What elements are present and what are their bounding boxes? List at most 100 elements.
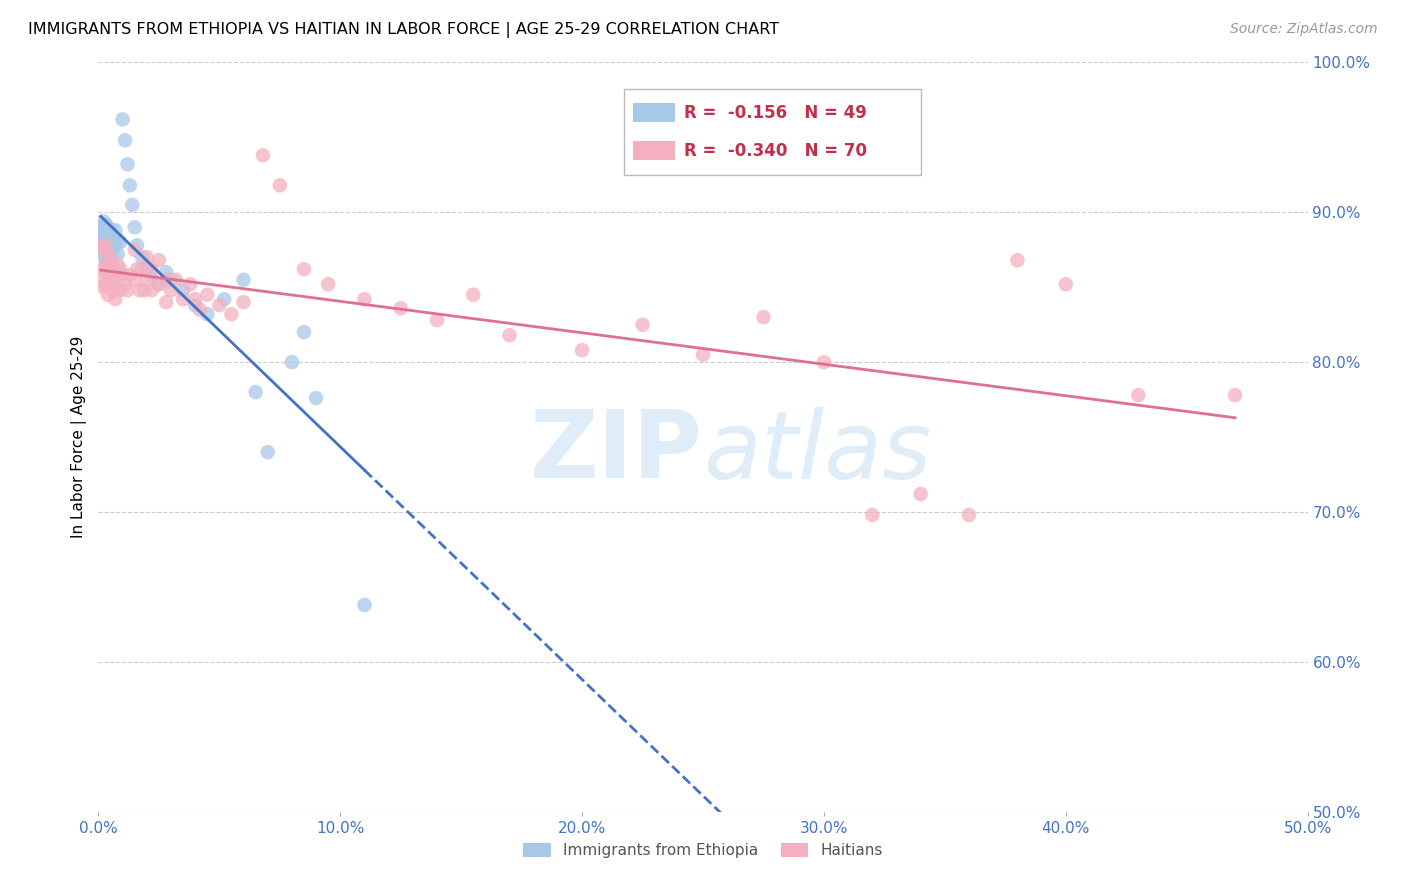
Point: [631, 318, 654, 332]
Point: [94, 217, 117, 231]
Point: [90, 220, 112, 235]
Point: [221, 307, 243, 321]
Point: [135, 273, 157, 287]
Point: [94, 258, 117, 272]
Point: [91, 214, 114, 228]
Point: [813, 355, 835, 369]
Point: [232, 273, 254, 287]
Point: [121, 198, 143, 212]
Point: [148, 277, 170, 292]
Point: [1128, 388, 1150, 402]
Point: [90, 232, 112, 246]
Point: [135, 262, 157, 277]
Point: [91, 238, 114, 252]
Point: [316, 277, 339, 292]
Point: [692, 348, 714, 362]
Bar: [633, 141, 675, 161]
Point: [94, 227, 117, 242]
Point: [97, 287, 120, 301]
Point: [100, 273, 122, 287]
Point: [114, 133, 136, 147]
Point: [107, 258, 129, 272]
Point: [108, 235, 131, 250]
Text: ZIP: ZIP: [530, 406, 703, 498]
Point: [245, 385, 267, 400]
Point: [141, 262, 163, 277]
Point: [97, 232, 120, 246]
Point: [389, 301, 412, 316]
Point: [269, 178, 291, 193]
Point: [910, 487, 932, 501]
Point: [97, 256, 120, 270]
Point: [101, 262, 124, 277]
Point: [117, 283, 139, 297]
Point: [160, 283, 183, 297]
Point: [91, 262, 114, 277]
Point: [127, 262, 149, 277]
Point: [108, 262, 131, 277]
Point: [498, 328, 520, 343]
Text: Source: ZipAtlas.com: Source: ZipAtlas.com: [1230, 22, 1378, 37]
Point: [90, 227, 112, 241]
Point: [114, 277, 136, 292]
Point: [752, 310, 775, 325]
Point: [281, 355, 304, 369]
Point: [172, 283, 194, 297]
Point: [195, 287, 218, 301]
Point: [97, 220, 120, 235]
Point: [232, 295, 254, 310]
Point: [100, 238, 122, 252]
Point: [188, 302, 211, 317]
Point: [571, 343, 593, 358]
Point: [141, 268, 163, 283]
Point: [172, 292, 194, 306]
Legend: Immigrants from Ethiopia, Haitians: Immigrants from Ethiopia, Haitians: [517, 837, 889, 864]
Point: [155, 265, 177, 279]
Point: [353, 598, 375, 612]
Point: [104, 292, 127, 306]
Point: [305, 391, 328, 405]
Point: [107, 232, 129, 246]
Point: [860, 508, 883, 522]
Point: [155, 273, 177, 287]
Point: [118, 268, 141, 283]
Point: [292, 262, 315, 277]
Point: [134, 283, 156, 297]
Point: [1223, 388, 1246, 402]
Point: [104, 223, 127, 237]
FancyBboxPatch shape: [624, 88, 921, 175]
Text: R =  -0.340   N = 70: R = -0.340 N = 70: [683, 142, 866, 160]
Bar: [633, 103, 675, 122]
Point: [101, 229, 124, 244]
Point: [155, 295, 177, 310]
Point: [256, 445, 278, 459]
Point: [463, 287, 485, 301]
Text: R =  -0.156   N = 49: R = -0.156 N = 49: [683, 103, 866, 122]
Point: [97, 244, 120, 259]
Point: [104, 238, 127, 252]
Point: [107, 247, 129, 261]
Point: [195, 307, 218, 321]
Point: [1007, 253, 1029, 268]
Point: [97, 268, 120, 283]
Point: [124, 220, 146, 235]
Y-axis label: In Labor Force | Age 25-29: In Labor Force | Age 25-29: [72, 336, 87, 538]
Point: [101, 283, 124, 297]
Text: IMMIGRANTS FROM ETHIOPIA VS HAITIAN IN LABOR FORCE | AGE 25-29 CORRELATION CHART: IMMIGRANTS FROM ETHIOPIA VS HAITIAN IN L…: [28, 22, 779, 38]
Point: [91, 280, 114, 294]
Point: [426, 313, 449, 327]
Point: [131, 262, 153, 277]
Point: [131, 250, 153, 264]
Point: [179, 277, 201, 292]
Point: [94, 277, 117, 292]
Point: [148, 277, 170, 292]
Point: [117, 157, 139, 171]
Point: [124, 243, 146, 257]
Point: [91, 247, 114, 261]
Point: [90, 238, 112, 252]
Point: [91, 243, 114, 257]
Point: [100, 253, 122, 268]
Point: [108, 283, 131, 297]
Point: [100, 250, 122, 264]
Point: [208, 298, 231, 312]
